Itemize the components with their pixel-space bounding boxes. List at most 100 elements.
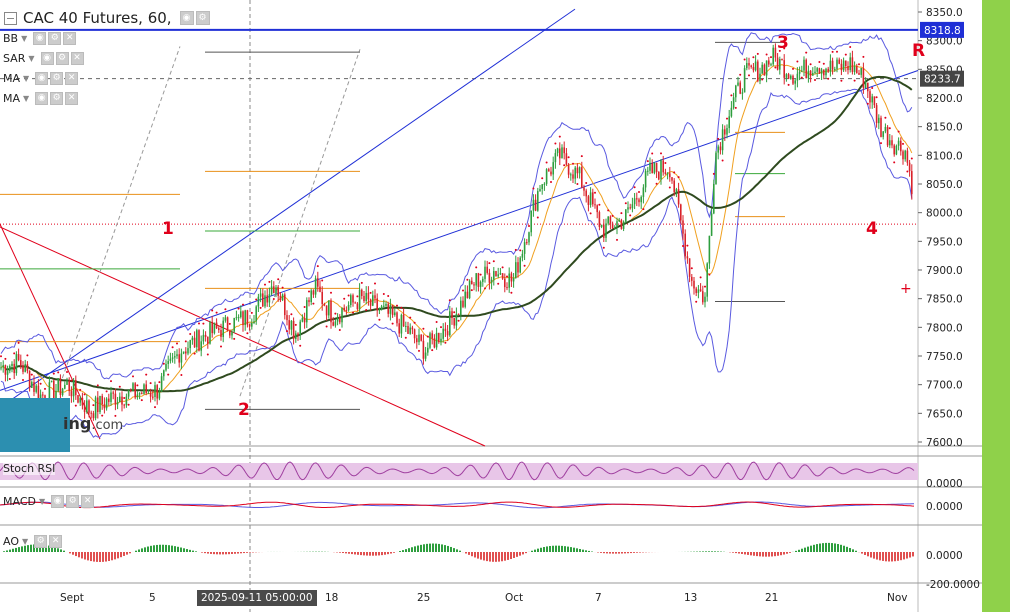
candle	[369, 298, 372, 311]
eye-icon[interactable]: ◉	[51, 495, 65, 508]
close-icon[interactable]: ✕	[81, 495, 95, 508]
gear-icon[interactable]: ⚙	[48, 32, 62, 45]
candle	[176, 349, 178, 359]
gear-icon[interactable]: ⚙	[66, 495, 80, 508]
candle	[774, 43, 777, 62]
close-icon[interactable]: ✕	[63, 32, 77, 45]
panel-macd-label[interactable]: MACD ▼ ◉ ⚙ ✕	[3, 495, 95, 508]
candle	[380, 304, 383, 311]
time-tick: Nov	[887, 592, 908, 604]
candle	[158, 387, 161, 401]
candle	[842, 57, 845, 72]
candle	[297, 332, 299, 341]
chevron-down-icon[interactable]: ▼	[23, 74, 30, 83]
candle	[717, 144, 719, 160]
crosshair-date: 2025-09-11 05:00:00	[197, 590, 317, 606]
candle	[299, 319, 301, 340]
candle	[763, 63, 766, 76]
gear-icon[interactable]: ⚙	[50, 92, 64, 105]
close-icon[interactable]: ✕	[49, 535, 63, 548]
candle	[279, 291, 282, 303]
candle	[600, 224, 603, 229]
wave-label: R	[912, 41, 925, 61]
candle	[772, 44, 774, 67]
indicator-ma-2[interactable]: MA ▼ ◉ ⚙ ✕	[3, 92, 79, 105]
candle	[798, 66, 801, 81]
candle	[616, 217, 618, 235]
indicator-ma[interactable]: MA ▼ ◉ ⚙ ✕	[3, 72, 79, 85]
candle	[787, 72, 790, 80]
candle	[834, 66, 836, 72]
candle	[149, 388, 152, 403]
close-icon[interactable]: ✕	[65, 92, 79, 105]
gear-icon[interactable]: ⚙	[50, 72, 64, 85]
candle	[385, 301, 387, 308]
candle	[594, 198, 596, 209]
indicator-sar[interactable]: SAR ▼ ◉ ⚙ ✕	[3, 52, 84, 65]
candle	[312, 289, 315, 298]
gear-icon[interactable]: ⚙	[55, 52, 69, 65]
candle	[886, 125, 889, 148]
candle	[61, 387, 64, 397]
candle	[332, 317, 334, 327]
candle	[761, 62, 763, 74]
candle	[209, 320, 211, 345]
eye-icon[interactable]: ◉	[179, 11, 194, 25]
candle	[264, 290, 266, 309]
candle	[565, 148, 568, 166]
svg-text:7900.0: 7900.0	[926, 265, 963, 277]
chart-overlays	[0, 8, 919, 447]
candle	[453, 317, 455, 329]
candle	[853, 61, 856, 75]
candle	[820, 67, 823, 81]
chevron-down-icon[interactable]: ▼	[23, 94, 30, 103]
time-tick: 7	[595, 592, 602, 604]
gear-icon[interactable]: ⚙	[195, 11, 210, 25]
close-icon[interactable]: ✕	[70, 52, 84, 65]
candle	[468, 279, 471, 300]
candle	[266, 288, 268, 307]
panel-ao-label[interactable]: AO ▼ ⚙ ✕	[3, 535, 63, 548]
candle	[526, 238, 528, 245]
svg-text:8318.8: 8318.8	[924, 25, 961, 37]
candle	[581, 161, 583, 189]
panel-stochrsi-label[interactable]: Stoch RSI	[3, 462, 56, 475]
candle	[237, 314, 240, 322]
candle	[858, 69, 860, 75]
collapse-icon[interactable]	[4, 11, 17, 25]
candle	[233, 317, 235, 334]
candle	[431, 330, 433, 345]
candle	[713, 179, 715, 215]
candle	[506, 282, 508, 291]
eye-icon[interactable]: ◉	[35, 92, 49, 105]
candle	[50, 380, 53, 383]
chevron-down-icon[interactable]: ▼	[38, 497, 46, 506]
candle	[794, 78, 796, 91]
candle	[818, 67, 821, 74]
candle	[444, 322, 447, 337]
eye-icon[interactable]: ◉	[35, 72, 49, 85]
sub-panels	[0, 461, 918, 562]
indicator-bb[interactable]: BB ▼ ◉ ⚙ ✕	[3, 32, 77, 45]
candle	[559, 142, 561, 166]
gear-icon[interactable]: ⚙	[34, 535, 48, 548]
svg-text:8000.0: 8000.0	[926, 208, 963, 220]
eye-icon[interactable]: ◉	[33, 32, 47, 45]
svg-text:7850.0: 7850.0	[926, 294, 963, 306]
chevron-down-icon[interactable]: ▼	[22, 537, 29, 546]
close-icon[interactable]: ✕	[65, 72, 79, 85]
candle	[292, 317, 295, 345]
chevron-down-icon[interactable]: ▼	[28, 54, 35, 63]
candle	[548, 167, 550, 172]
candle	[77, 394, 79, 404]
chevron-down-icon[interactable]: ▼	[21, 34, 28, 43]
candle	[790, 74, 792, 80]
eye-icon[interactable]: ◉	[40, 52, 54, 65]
candle	[618, 217, 620, 223]
candle	[75, 375, 77, 400]
candle	[585, 188, 587, 203]
candle	[875, 102, 878, 128]
candle	[620, 218, 623, 230]
time-tick: 25	[417, 592, 431, 604]
